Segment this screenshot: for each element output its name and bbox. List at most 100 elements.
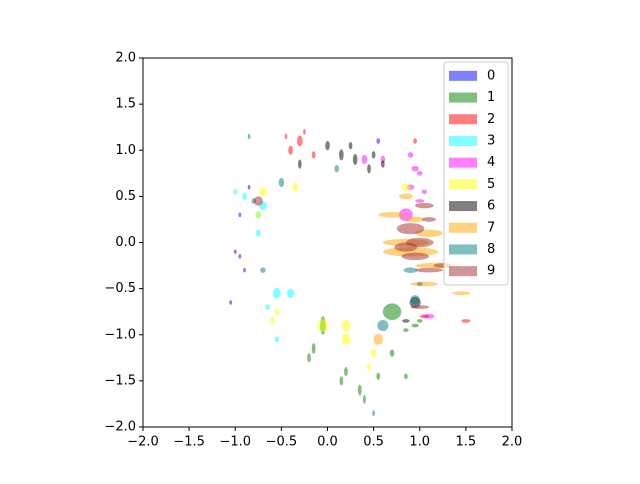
legend-label: 4 bbox=[487, 155, 495, 170]
data-ellipse bbox=[292, 182, 298, 192]
data-ellipse bbox=[373, 333, 383, 345]
data-ellipse bbox=[344, 367, 348, 377]
legend-label: 0 bbox=[487, 68, 495, 83]
data-ellipse bbox=[247, 133, 251, 140]
data-ellipse bbox=[233, 188, 238, 195]
data-ellipse bbox=[256, 229, 261, 237]
data-ellipse bbox=[242, 192, 247, 201]
data-ellipse bbox=[411, 165, 419, 172]
data-ellipse bbox=[415, 267, 443, 273]
legend-label: 8 bbox=[487, 242, 495, 257]
data-ellipse bbox=[255, 211, 262, 219]
data-ellipse bbox=[274, 336, 280, 343]
data-ellipse bbox=[284, 133, 288, 140]
data-ellipse bbox=[376, 372, 381, 380]
data-ellipse bbox=[404, 373, 408, 380]
data-ellipse bbox=[278, 177, 285, 188]
data-ellipse bbox=[378, 212, 406, 218]
data-ellipse bbox=[341, 319, 351, 332]
data-ellipse bbox=[394, 242, 418, 252]
data-ellipse bbox=[339, 376, 344, 386]
data-ellipse bbox=[352, 153, 358, 166]
data-ellipse bbox=[376, 138, 381, 144]
data-ellipse bbox=[247, 184, 251, 190]
data-ellipse bbox=[411, 323, 419, 328]
x-tick-label: −1.5 bbox=[173, 435, 205, 450]
legend-swatch bbox=[449, 266, 477, 277]
data-ellipse bbox=[403, 328, 409, 332]
data-ellipse bbox=[372, 410, 376, 416]
data-ellipse bbox=[396, 223, 425, 235]
x-tick-label: −1.0 bbox=[219, 435, 251, 450]
y-tick-label: −1.0 bbox=[104, 327, 136, 342]
plot-area bbox=[229, 129, 471, 416]
data-ellipse bbox=[452, 291, 471, 296]
data-ellipse bbox=[311, 343, 316, 355]
x-tick-label: 0.5 bbox=[363, 435, 384, 450]
data-ellipse bbox=[361, 154, 368, 165]
data-ellipse bbox=[265, 304, 270, 310]
data-ellipse bbox=[381, 160, 385, 168]
data-ellipse bbox=[377, 319, 389, 332]
data-ellipse bbox=[363, 394, 366, 404]
legend-swatch bbox=[449, 157, 477, 168]
data-ellipse bbox=[269, 317, 275, 325]
data-ellipse bbox=[339, 149, 344, 161]
data-ellipse bbox=[260, 267, 266, 273]
data-ellipse bbox=[229, 300, 233, 305]
legend-swatch bbox=[449, 244, 477, 255]
x-tick-label: 2.0 bbox=[502, 435, 523, 450]
legend-swatch bbox=[449, 92, 477, 103]
data-ellipse bbox=[243, 267, 246, 273]
x-tick-label: 1.5 bbox=[456, 435, 477, 450]
data-ellipse bbox=[274, 308, 280, 315]
data-ellipse bbox=[259, 187, 267, 197]
data-ellipse bbox=[238, 254, 242, 259]
data-ellipse bbox=[398, 193, 413, 200]
data-ellipse bbox=[410, 281, 439, 287]
data-ellipse bbox=[238, 212, 242, 218]
data-ellipse bbox=[415, 202, 434, 209]
legend-swatch bbox=[449, 179, 477, 190]
data-ellipse bbox=[325, 141, 330, 151]
y-tick-label: 1.0 bbox=[115, 143, 136, 158]
data-ellipse bbox=[413, 138, 417, 144]
legend-label: 3 bbox=[487, 133, 495, 148]
x-tick-label: 0.0 bbox=[317, 435, 338, 450]
data-ellipse bbox=[317, 319, 329, 332]
data-ellipse bbox=[421, 189, 428, 195]
data-ellipse bbox=[341, 333, 351, 345]
y-tick-label: −1.5 bbox=[104, 373, 136, 388]
data-ellipse bbox=[233, 249, 237, 255]
legend: 0 1 2 3 4 5 6 7 8 9 bbox=[443, 61, 509, 286]
data-ellipse bbox=[410, 295, 420, 305]
legend-label: 7 bbox=[487, 220, 495, 235]
legend-label: 1 bbox=[487, 90, 495, 105]
data-ellipse bbox=[297, 159, 302, 169]
data-ellipse bbox=[307, 353, 311, 363]
data-ellipse bbox=[286, 288, 295, 298]
data-ellipse bbox=[423, 313, 435, 319]
legend-label: 6 bbox=[487, 199, 495, 214]
y-tick-label: 2.0 bbox=[115, 51, 136, 66]
data-ellipse bbox=[371, 151, 376, 159]
y-tick-label: 0.5 bbox=[115, 189, 136, 204]
data-ellipse bbox=[348, 141, 353, 150]
x-tick-label: 1.0 bbox=[409, 435, 430, 450]
data-ellipse bbox=[273, 287, 281, 299]
legend-swatch bbox=[449, 135, 477, 146]
data-ellipse bbox=[297, 135, 303, 147]
y-tick-label: −0.5 bbox=[104, 281, 136, 296]
legend-swatch bbox=[449, 201, 477, 212]
data-ellipse bbox=[415, 199, 425, 203]
data-ellipse bbox=[366, 363, 372, 371]
data-ellipse bbox=[461, 319, 471, 323]
data-ellipse bbox=[422, 217, 436, 222]
data-ellipse bbox=[401, 252, 429, 261]
legend-swatch bbox=[449, 114, 477, 125]
y-tick-label: 1.5 bbox=[115, 97, 136, 112]
x-tick-label: −2.0 bbox=[127, 435, 159, 450]
data-ellipse bbox=[416, 171, 423, 176]
